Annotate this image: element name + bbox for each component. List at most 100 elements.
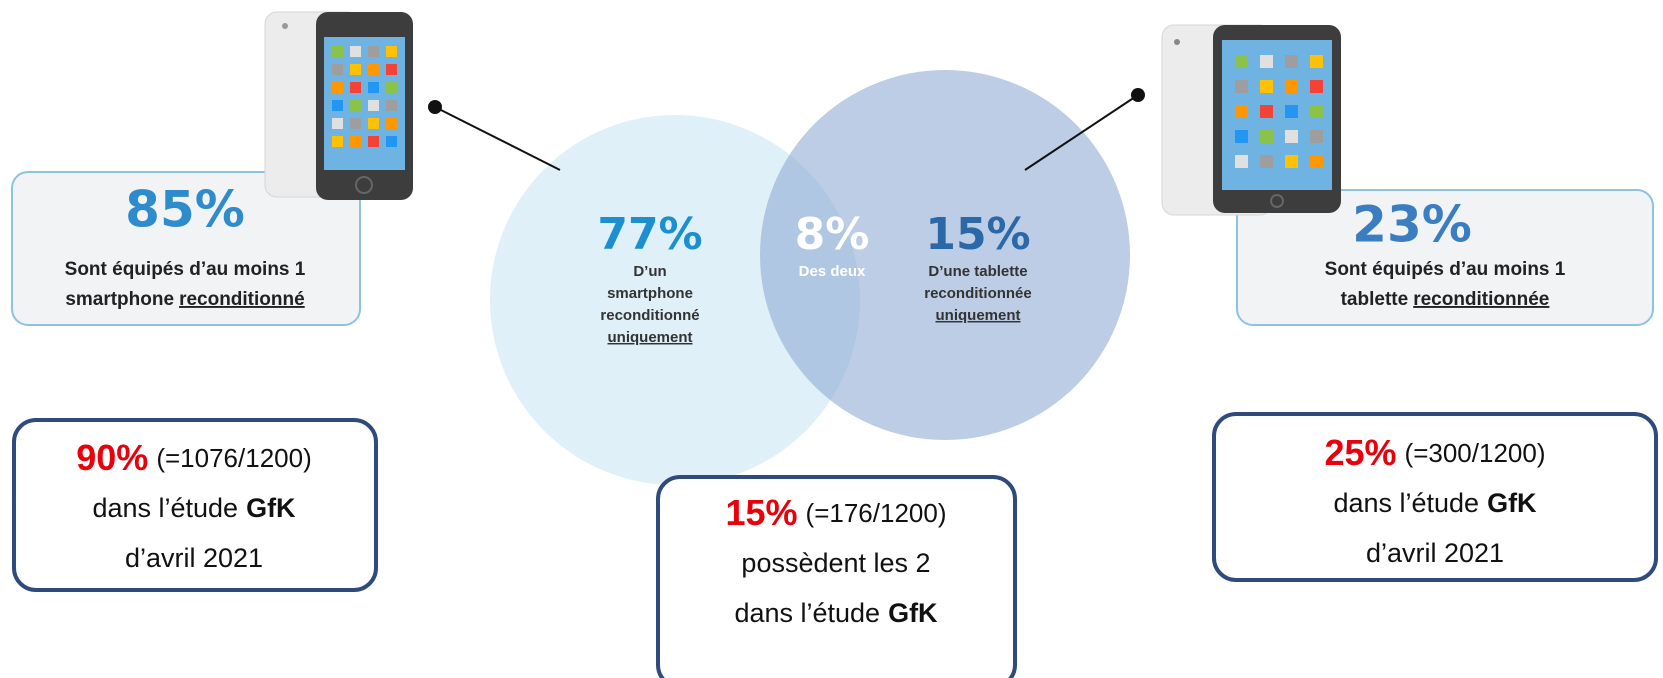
- app-icon: [1260, 105, 1273, 118]
- app-icon: [350, 100, 361, 111]
- app-icon: [1285, 105, 1298, 118]
- gfk-text: GfK: [246, 493, 296, 523]
- gfk-percent: 15%: [725, 492, 797, 533]
- gfk-headline: 90% (=1076/1200): [76, 437, 311, 478]
- connector: [434, 106, 561, 171]
- app-icon: [1310, 130, 1323, 143]
- app-icon: [350, 46, 361, 57]
- app-icon: [1260, 155, 1273, 168]
- app-icon: [1285, 80, 1298, 93]
- gfk-text: dans l’étude: [1333, 488, 1479, 518]
- text: tablette: [1341, 289, 1409, 310]
- gfk-percent: 25%: [1324, 432, 1396, 473]
- connector-dot: [1131, 88, 1145, 102]
- phone-icon: [264, 11, 413, 200]
- percent: 85%: [125, 181, 245, 239]
- gfk-text: GfK: [888, 598, 938, 628]
- app-icon: [350, 64, 361, 75]
- app-icon: [1235, 55, 1248, 68]
- gfk-line: d’avril 2021: [125, 543, 263, 573]
- app-icon: [386, 118, 397, 129]
- app-icon: [332, 118, 343, 129]
- venn-label: Des deux: [799, 263, 866, 280]
- gfk-box: [656, 475, 1017, 678]
- card-text: smartphone reconditionné: [65, 289, 304, 310]
- app-icon: [1285, 155, 1298, 168]
- text: smartphone: [65, 289, 174, 310]
- app-icon: [350, 118, 361, 129]
- app-icon: [386, 136, 397, 147]
- gfk-box: [1212, 412, 1658, 582]
- app-icon: [386, 64, 397, 75]
- app-icon: [350, 136, 361, 147]
- app-icon: [368, 100, 379, 111]
- app-icon: [1235, 130, 1248, 143]
- gfk-text: GfK: [1487, 488, 1537, 518]
- gfk-headline: 15% (=176/1200): [725, 492, 946, 533]
- smartphone-card: [11, 171, 361, 326]
- app-icon: [1260, 130, 1273, 143]
- app-icon: [1310, 80, 1323, 93]
- app-icon: [386, 46, 397, 57]
- gfk-box: [12, 418, 378, 592]
- gfk-percent: 90%: [76, 437, 148, 478]
- app-icon: [368, 82, 379, 93]
- app-icon: [368, 46, 379, 57]
- gfk-text: dans l’étude: [734, 598, 880, 628]
- app-icon: [1310, 55, 1323, 68]
- card-text: tablette reconditionnée: [1341, 289, 1550, 310]
- app-icon: [368, 136, 379, 147]
- venn-label: D’une tablette: [928, 263, 1027, 280]
- app-icon: [1235, 80, 1248, 93]
- app-icon: [332, 136, 343, 147]
- app-icon: [368, 118, 379, 129]
- gfk-text: possèdent les 2: [741, 548, 930, 578]
- app-icon: [1310, 155, 1323, 168]
- app-icon: [386, 100, 397, 111]
- underlined-text: reconditionnée: [1413, 289, 1549, 310]
- tablet-icon: [1161, 24, 1341, 216]
- percent: 77%: [597, 209, 702, 260]
- app-icon: [350, 82, 361, 93]
- venn-label: reconditionné: [600, 307, 699, 324]
- connector-dot: [428, 100, 442, 114]
- connector: [1024, 94, 1139, 171]
- percent: 15%: [925, 209, 1030, 260]
- venn-label: reconditionnée: [924, 285, 1032, 302]
- app-icon: [332, 82, 343, 93]
- gfk-ratio: (=176/1200): [806, 498, 947, 528]
- gfk-line: dans l’étude GfK: [92, 493, 296, 523]
- underlined-text: reconditionné: [179, 289, 305, 310]
- venn-label: uniquement: [608, 329, 693, 346]
- app-icon: [1260, 80, 1273, 93]
- gfk-line: dans l’étude GfK: [1333, 488, 1537, 518]
- app-icon: [1260, 55, 1273, 68]
- app-icon: [1235, 105, 1248, 118]
- venn-label: D’un: [633, 263, 666, 280]
- gfk-ratio: (=300/1200): [1405, 438, 1546, 468]
- gfk-headline: 25% (=300/1200): [1324, 432, 1545, 473]
- gfk-text: d’avril 2021: [1366, 538, 1504, 568]
- percent: 8%: [795, 209, 870, 260]
- venn-label: smartphone: [607, 285, 693, 302]
- app-icon: [1310, 105, 1323, 118]
- gfk-line: possèdent les 2: [741, 548, 930, 578]
- gfk-text: dans l’étude: [92, 493, 238, 523]
- gfk-text: d’avril 2021: [125, 543, 263, 573]
- card-text: Sont équipés d’au moins 1: [65, 259, 306, 280]
- app-icon: [386, 82, 397, 93]
- app-icon: [332, 100, 343, 111]
- app-icon: [1235, 155, 1248, 168]
- app-icon: [1285, 55, 1298, 68]
- card-text: Sont équipés d’au moins 1: [1325, 259, 1566, 280]
- gfk-line: dans l’étude GfK: [734, 598, 938, 628]
- app-icon: [368, 64, 379, 75]
- app-icon: [332, 46, 343, 57]
- gfk-ratio: (=1076/1200): [156, 443, 311, 473]
- tablet-card: [1236, 189, 1654, 326]
- percent: 23%: [1352, 196, 1472, 254]
- gfk-line: d’avril 2021: [1366, 538, 1504, 568]
- venn-label: uniquement: [936, 307, 1021, 324]
- app-icon: [332, 64, 343, 75]
